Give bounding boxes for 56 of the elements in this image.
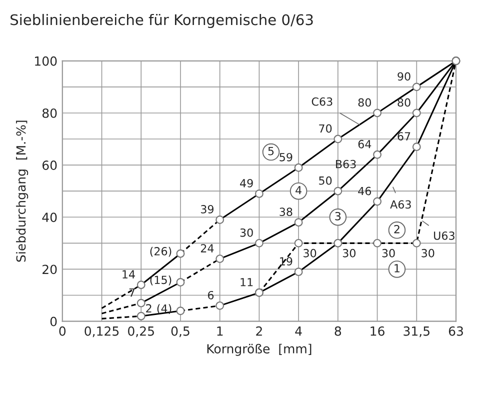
annotation: 4 [296, 186, 302, 194]
x-tick-label: 31,5 [404, 326, 430, 338]
data-label: 59 [280, 152, 292, 162]
data-label: (26) [150, 246, 172, 257]
text: C63 [312, 97, 332, 106]
data-label: (15) [150, 275, 172, 286]
x-tick-label: 0 [59, 326, 66, 336]
data-label: 2 [146, 304, 152, 312]
data-label: 30 [240, 228, 253, 237]
x-axis-title: Korngröße [mm] [207, 344, 312, 356]
x-tick-label: 2 [256, 326, 262, 336]
data-label: 19 [280, 257, 292, 266]
y-tick-label: 80 [42, 108, 57, 118]
annotation: 5 [268, 147, 274, 156]
data-label: 80 [358, 98, 371, 107]
chart-title: Sieblinienbereiche für Korngemische 0/63 [10, 14, 313, 28]
data-label: 30 [304, 248, 316, 258]
data-label: 14 [122, 270, 135, 278]
x-tick-label: 1 [217, 326, 223, 336]
data-label: (4) [157, 304, 172, 314]
series-label: A63 [390, 200, 411, 209]
y-tick-label: 40 [42, 212, 57, 222]
data-label: 64 [358, 140, 372, 148]
data-label: 11 [240, 278, 253, 286]
data-label: 90 [398, 72, 410, 81]
y-tick-label: 0 [50, 316, 57, 326]
data-label: 6 [208, 290, 214, 300]
y-tick-label: 60 [42, 160, 57, 170]
x-tick-label: 0,25 [128, 326, 154, 338]
x-tick-label: 4 [295, 326, 302, 336]
data-label: 50 [319, 176, 332, 185]
x-tick-label: 16 [370, 326, 384, 336]
data-label: 67 [398, 132, 410, 141]
annotation: 2 [394, 224, 400, 234]
x-tick-label: 8 [334, 326, 342, 336]
data-label: 30 [342, 248, 356, 258]
annotation: 1 [394, 264, 400, 272]
y-tick-label: 100 [35, 56, 57, 66]
x-tick-label: 63 [448, 326, 463, 336]
y-axis-title: Siebdurchgang [M.-%] [16, 120, 28, 262]
data-label: 70 [319, 124, 332, 133]
y-tick-label: 20 [42, 264, 57, 274]
data-label: 24 [200, 244, 214, 252]
series-label: U63 [434, 231, 454, 240]
data-label: 49 [240, 178, 253, 188]
x-tick-label: 0,5 [171, 326, 190, 338]
data-label: 46 [358, 186, 372, 196]
data-label: 30 [422, 248, 434, 258]
annotation: 3 [335, 212, 341, 220]
series-label: B63 [336, 160, 356, 168]
data-label: 38 [280, 208, 292, 216]
data-label: 39 [200, 205, 214, 214]
data-label: 30 [382, 248, 395, 258]
data-label: 7 [129, 288, 135, 297]
x-tick-label: 0,125 [84, 326, 119, 338]
data-label: 80 [398, 98, 410, 107]
